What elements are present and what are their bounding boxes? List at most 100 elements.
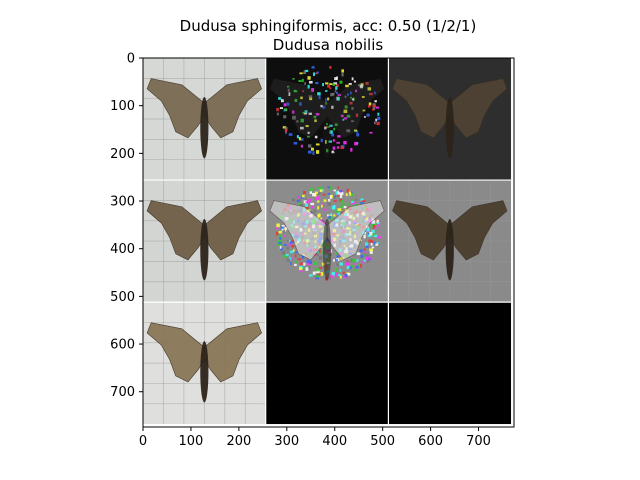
noise-pixel: [358, 84, 361, 87]
noise-pixel: [298, 199, 301, 203]
noise-pixel: [328, 140, 332, 143]
chart-title: Dudusa sphingiformis, acc: 0.50 (1/2/1): [180, 17, 477, 35]
moth-body: [322, 96, 332, 159]
noise-pixel: [317, 92, 321, 96]
noise-pixel: [352, 259, 356, 263]
noise-pixel: [308, 112, 313, 115]
noise-pixel: [317, 213, 321, 217]
moth-body: [200, 219, 209, 281]
noise-pixel: [284, 234, 286, 237]
noise-pixel: [356, 133, 360, 137]
noise-pixel: [327, 84, 331, 88]
noise-pixel: [369, 92, 373, 96]
noise-pixel: [371, 233, 375, 236]
noise-pixel: [307, 144, 312, 148]
noise-pixel: [355, 130, 359, 133]
noise-pixel: [284, 254, 288, 258]
noise-pixel: [377, 235, 381, 239]
noise-pixel: [321, 203, 324, 206]
noise-pixel: [311, 88, 315, 92]
noise-pixel: [365, 82, 369, 85]
tile-saliency-r0c1: [265, 58, 389, 181]
noise-pixel: [371, 246, 375, 249]
noise-pixel: [368, 102, 372, 106]
noise-pixel: [292, 110, 295, 114]
noise-pixel: [362, 200, 366, 202]
noise-pixel: [351, 98, 355, 101]
noise-pixel: [344, 274, 348, 278]
noise-pixel: [367, 87, 372, 91]
noise-pixel: [331, 133, 335, 137]
noise-pixel: [337, 208, 342, 211]
noise-pixel: [334, 252, 339, 255]
noise-pixel: [331, 105, 334, 109]
noise-pixel: [360, 254, 364, 258]
noise-pixel: [375, 243, 379, 246]
noise-pixel: [282, 126, 287, 129]
noise-pixel: [323, 199, 327, 202]
noise-pixel: [374, 100, 377, 103]
tile-saliency-r1c1: [265, 180, 389, 303]
noise-pixel: [365, 242, 368, 246]
noise-pixel: [288, 92, 291, 96]
noise-pixel: [305, 201, 309, 203]
noise-pixel: [350, 96, 352, 99]
moth-body: [200, 96, 209, 159]
noise-pixel: [329, 186, 333, 190]
noise-pixel: [277, 239, 281, 243]
noise-pixel: [368, 258, 371, 261]
noise-pixel: [292, 198, 295, 202]
axes-frame: [142, 57, 515, 428]
noise-pixel: [356, 259, 359, 262]
noise-pixel: [372, 224, 376, 229]
noise-pixel: [280, 236, 283, 239]
noise-pixel: [316, 187, 320, 189]
noise-pixel: [361, 96, 365, 98]
noise-pixel: [278, 230, 283, 234]
noise-pixel: [278, 243, 282, 247]
noise-pixel: [296, 120, 299, 123]
noise-pixel: [336, 76, 338, 80]
noise-pixel: [345, 84, 349, 88]
noise-pixel: [300, 126, 304, 130]
moth-left-wing: [146, 78, 205, 139]
noise-pixel: [314, 135, 318, 139]
noise-pixel: [303, 262, 306, 266]
noise-pixel: [300, 203, 304, 208]
noise-pixel: [304, 69, 309, 73]
noise-pixel: [339, 262, 343, 266]
x-tick-label: 300: [274, 434, 299, 449]
noise-pixel: [286, 102, 290, 106]
moth-body: [445, 219, 454, 281]
noise-pixel: [359, 264, 362, 268]
noise-pixel: [322, 219, 326, 223]
moth-left-wing: [146, 322, 205, 383]
noise-pixel: [321, 262, 325, 266]
noise-pixel: [360, 202, 364, 204]
noise-pixel: [351, 200, 354, 204]
noise-pixel: [335, 191, 339, 195]
moth-body: [200, 341, 209, 403]
noise-pixel: [296, 135, 299, 139]
noise-pixel: [305, 205, 309, 210]
noise-pixel: [341, 69, 344, 73]
noise-pixel: [276, 112, 279, 116]
noise-pixel: [278, 97, 282, 100]
moth-right-wing: [204, 322, 262, 383]
noise-pixel: [299, 72, 303, 75]
noise-pixel: [373, 223, 377, 226]
noise-pixel: [304, 198, 307, 200]
noise-pixel: [335, 86, 338, 90]
noise-pixel: [307, 131, 310, 135]
noise-pixel: [363, 116, 366, 118]
noise-pixel: [348, 191, 352, 194]
noise-pixel: [292, 115, 296, 120]
moth-right-wing: [326, 200, 385, 261]
noise-pixel: [294, 260, 298, 264]
noise-pixel: [357, 263, 361, 267]
noise-pixel: [275, 231, 279, 236]
noise-pixel: [302, 194, 305, 198]
noise-pixel: [286, 246, 289, 250]
noise-pixel: [300, 118, 304, 123]
